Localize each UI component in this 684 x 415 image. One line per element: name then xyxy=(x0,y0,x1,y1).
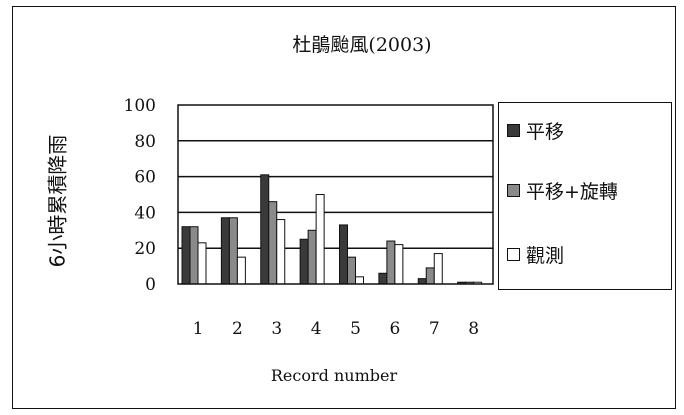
y-tick-label: 40 xyxy=(134,203,156,223)
y-tick-label: 60 xyxy=(134,168,156,188)
bar-2-7 xyxy=(433,253,443,285)
bars xyxy=(181,174,483,285)
bar-1-5 xyxy=(347,256,356,285)
x-tick-label: 1 xyxy=(193,319,204,339)
x-tick-label: 4 xyxy=(311,319,322,339)
bar-1-7 xyxy=(425,267,435,285)
bar-2-6 xyxy=(394,244,404,285)
legend-swatch-2 xyxy=(507,248,520,261)
bar-0-4 xyxy=(299,238,309,285)
bar-0-7 xyxy=(417,278,427,285)
x-tick-label: 8 xyxy=(468,319,479,339)
tick-labels: 100 80 60 40 20 0 1 2 3 4 5 6 7 8 xyxy=(124,96,479,339)
bar-1-4 xyxy=(307,229,317,285)
y-tick-label: 80 xyxy=(134,132,156,152)
y-tick-label: 0 xyxy=(145,275,156,295)
legend: 平移 平移+旋轉 觀測 xyxy=(498,102,672,290)
bar-2-2 xyxy=(236,256,246,285)
chart-title: 杜鵑颱風(2003) xyxy=(292,34,432,56)
bar-0-1 xyxy=(181,226,191,285)
bar-1-2 xyxy=(228,217,238,285)
bar-0-2 xyxy=(220,217,230,285)
bar-1-3 xyxy=(268,201,278,285)
bar-0-5 xyxy=(339,224,348,285)
legend-label-2: 觀測 xyxy=(526,245,565,267)
bar-1-6 xyxy=(386,240,396,285)
legend-label-1: 平移+旋轉 xyxy=(526,181,618,203)
x-tick-label: 6 xyxy=(389,319,400,339)
legend-item-0: 平移 xyxy=(507,117,564,144)
bar-1-1 xyxy=(189,226,199,285)
x-axis-label: Record number xyxy=(270,366,398,385)
x-tick-label: 5 xyxy=(350,319,361,339)
legend-item-2: 觀測 xyxy=(507,241,564,268)
bar-2-4 xyxy=(315,194,325,285)
legend-label-0: 平移 xyxy=(526,121,565,143)
plot-border xyxy=(177,104,494,285)
legend-item-1: 平移+旋轉 xyxy=(507,177,618,204)
legend-swatch-0 xyxy=(507,124,520,137)
x-tick-label: 3 xyxy=(271,319,282,339)
bar-0-6 xyxy=(378,272,388,285)
bar-0-3 xyxy=(260,174,270,285)
bar-2-1 xyxy=(197,242,207,285)
bar-2-3 xyxy=(276,219,286,285)
x-tick-label: 7 xyxy=(429,319,440,339)
y-tick-label: 20 xyxy=(134,239,156,259)
y-tick-label: 100 xyxy=(124,96,156,116)
bar-2-5 xyxy=(355,276,364,285)
legend-swatch-1 xyxy=(507,184,520,197)
x-tick-label: 2 xyxy=(232,319,243,339)
